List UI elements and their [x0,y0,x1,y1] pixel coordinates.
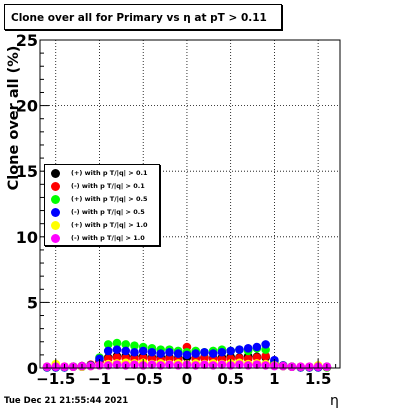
data-point-series-3 [173,349,183,358]
legend-entry: (-) with p T/|q| > 0.1 [49,181,159,193]
data-point-series-3 [138,346,148,356]
legend-entry: (-) with p T/|q| > 0.5 [49,207,159,219]
data-point-series-2 [121,340,131,349]
y-tick-label: 15 [16,162,38,181]
data-point-series-2 [112,338,122,348]
y-tick-label: 0 [27,359,38,378]
legend-marker [51,195,60,204]
legend-label: (+) with p T/|q| > 1.0 [71,221,148,229]
timestamp: Tue Dec 21 21:55:44 2021 [4,396,129,406]
x-tick-label: −1.5 [36,370,75,388]
y-tick-label: 5 [27,293,38,312]
legend-entry: (+) with p T/|q| > 1.0 [49,220,159,232]
data-point-series-3 [112,345,122,354]
data-point-series-3 [121,346,131,356]
data-point-series-3 [243,344,253,353]
x-tick-label: −0.5 [124,370,163,388]
chart-title: Clone over all for Primary vs η at pT > … [11,12,267,24]
x-axis-label: η [330,393,339,409]
data-point-series-3 [95,354,104,364]
legend-marker [51,169,60,178]
plot-frame [39,39,341,369]
y-tick-label: 20 [16,97,38,116]
y-tick-label: 10 [16,228,38,247]
legend-marker [51,182,60,191]
legend-entry: (+) with p T/|q| > 0.5 [49,194,159,206]
x-tick-label: 0 [182,370,192,388]
data-point-series-1 [112,353,122,362]
data-points [42,338,332,372]
data-point-series-3 [217,347,227,357]
data-point-series-3 [252,342,262,352]
data-point-series-3 [261,340,270,349]
data-point-series-3 [235,345,244,354]
x-tick-label: 1.5 [305,370,332,388]
legend-label: (-) with p T/|q| > 0.1 [71,182,145,190]
legend-label: (-) with p T/|q| > 0.5 [71,208,145,216]
legend-label: (-) with p T/|q| > 1.0 [71,234,145,242]
chart-title-box: Clone over all for Primary vs η at pT > … [4,4,282,30]
tick-labels: −1.5 −1 −0.5 0 0.5 1 1.5 0 5 10 15 20 25 [16,31,332,388]
data-point-series-1 [200,353,209,363]
data-point-series-1 [252,353,262,362]
y-axis-label: Clone over all (%) [6,45,22,191]
data-point-series-3 [226,346,235,356]
data-point-series-3 [147,347,157,357]
data-point-series-3 [191,349,200,358]
data-point-series-3 [200,347,209,357]
legend-label: (+) with p T/|q| > 0.5 [71,195,148,203]
x-tick-label: −1 [88,370,111,388]
legend-marker [51,208,60,217]
axis-ticks [40,39,337,369]
x-tick-label: 1 [269,370,279,388]
data-point-series-3 [130,347,139,357]
legend-label: (+) with p T/|q| > 0.1 [71,169,148,177]
legend: (+) with p T/|q| > 0.1 (-) with p T/|q| … [44,164,160,246]
legend-marker [51,221,60,230]
data-point-series-2 [130,341,139,350]
data-point-series-3 [182,350,192,360]
data-point-series-3 [208,349,218,358]
legend-entry: (+) with p T/|q| > 0.1 [49,168,159,180]
data-point-series-1 [261,351,270,361]
x-tick-label: 0.5 [217,370,244,388]
legend-entry: (-) with p T/|q| > 1.0 [49,233,159,245]
data-point-series-3 [165,347,174,357]
legend-marker [51,234,60,243]
data-point-series-3 [103,346,113,356]
data-point-series-2 [103,340,113,349]
y-tick-label: 25 [16,31,38,50]
data-point-series-3 [156,349,165,358]
